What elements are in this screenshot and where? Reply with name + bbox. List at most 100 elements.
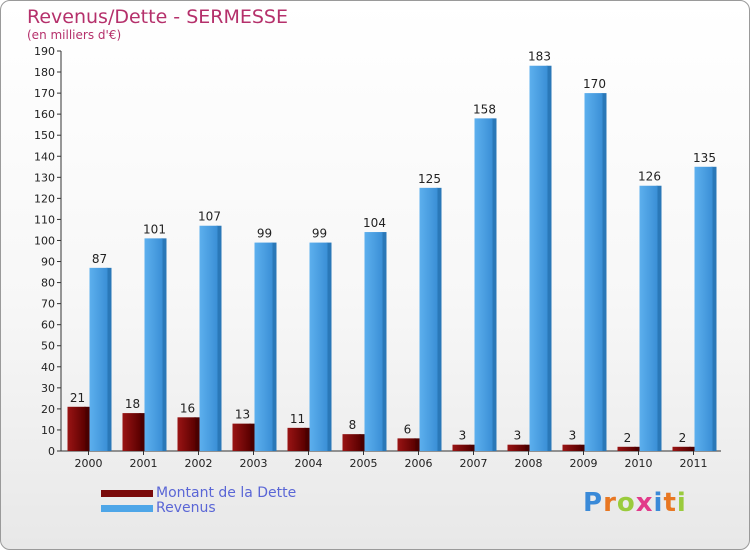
y-tick-label: 40 [41, 361, 55, 374]
bar-revenus-shade [326, 242, 332, 451]
logo-letter: i [676, 488, 687, 518]
bar-revenus-shade [106, 267, 112, 451]
bar-revenus-shade [436, 187, 442, 451]
bar-revenus [694, 166, 713, 451]
y-tick-label: 30 [41, 382, 55, 395]
data-label: 13 [235, 408, 250, 422]
data-label: 8 [349, 418, 357, 432]
bar-dette [177, 417, 196, 451]
y-tick-label: 120 [34, 192, 55, 205]
data-label: 6 [404, 422, 412, 436]
data-label: 2 [679, 431, 687, 445]
bar-dette-shade [634, 446, 640, 451]
bar-dette-shade [84, 406, 90, 451]
legend-label-revenus: Revenus [156, 500, 216, 516]
legend-label-dette: Montant de la Dette [156, 485, 297, 501]
data-label: 170 [583, 77, 606, 91]
data-label: 16 [180, 401, 195, 415]
bar-revenus [89, 267, 108, 451]
y-tick-label: 10 [41, 424, 55, 437]
bar-revenus [419, 187, 438, 451]
bar-revenus-shade [711, 166, 717, 451]
y-tick-label: 190 [34, 45, 55, 58]
x-tick-label: 2007 [460, 457, 488, 470]
bar-revenus-shade [656, 185, 662, 451]
bar-dette-shade [139, 413, 145, 451]
bar-revenus-shade [271, 242, 277, 451]
y-tick-label: 110 [34, 213, 55, 226]
x-tick-label: 2002 [185, 457, 213, 470]
bar-dette [452, 444, 471, 451]
bar-dette [617, 446, 636, 451]
x-tick-label: 2004 [295, 457, 323, 470]
x-tick-label: 2000 [75, 457, 103, 470]
logo-letter: o [616, 488, 636, 518]
y-tick-label: 140 [34, 150, 55, 163]
data-label: 3 [569, 429, 577, 443]
data-label: 21 [70, 391, 85, 405]
data-label: 125 [418, 172, 441, 186]
bar-revenus [364, 232, 383, 451]
data-label: 107 [198, 210, 221, 224]
bar-dette [507, 444, 526, 451]
x-tick-label: 2006 [405, 457, 433, 470]
y-tick-label: 50 [41, 340, 55, 353]
bar-revenus [474, 118, 493, 452]
data-label: 101 [143, 222, 166, 236]
y-tick-label: 180 [34, 66, 55, 79]
y-tick-label: 0 [48, 445, 55, 458]
bar-revenus [199, 225, 218, 451]
bar-revenus [144, 238, 163, 451]
bar-revenus [254, 242, 273, 451]
bar-revenus-shade [161, 238, 167, 451]
bar-revenus-shade [216, 225, 222, 451]
data-label: 3 [459, 429, 467, 443]
bar-dette [397, 438, 416, 451]
bar-dette [122, 413, 141, 451]
logo-letter: x [635, 488, 654, 518]
legend-swatch-dette [101, 490, 153, 497]
bar-dette [342, 434, 361, 451]
y-tick-label: 80 [41, 277, 55, 290]
proxiti-logo: Proxiti [583, 488, 687, 518]
logo-letter: r [603, 488, 617, 518]
data-label: 104 [363, 216, 386, 230]
bar-revenus-shade [381, 232, 387, 451]
logo-letter: i [653, 488, 664, 518]
y-tick-label: 130 [34, 171, 55, 184]
bar-revenus [584, 93, 603, 452]
data-label: 18 [125, 397, 140, 411]
bar-dette-shade [304, 427, 310, 451]
x-tick-label: 2003 [240, 457, 268, 470]
bar-dette-shade [689, 446, 695, 451]
bar-revenus-shade [491, 118, 497, 452]
bar-dette-shade [359, 434, 365, 451]
bar-revenus-shade [601, 93, 607, 452]
data-label: 158 [473, 102, 496, 116]
bar-dette-shade [414, 438, 420, 451]
bar-dette [232, 423, 251, 451]
bar-dette-shade [469, 444, 475, 451]
bar-dette [287, 427, 306, 451]
y-tick-label: 160 [34, 108, 55, 121]
y-tick-label: 150 [34, 129, 55, 142]
y-tick-label: 170 [34, 87, 55, 100]
chart-subtitle: (en milliers d'€) [27, 28, 122, 42]
y-tick-label: 20 [41, 403, 55, 416]
y-tick-label: 90 [41, 256, 55, 269]
bar-dette [672, 446, 691, 451]
data-label: 87 [92, 252, 107, 266]
x-tick-label: 2001 [130, 457, 158, 470]
data-label: 99 [257, 227, 272, 241]
bar-revenus [309, 242, 328, 451]
bar-dette-shade [579, 444, 585, 451]
x-tick-label: 2010 [625, 457, 653, 470]
x-tick-label: 2008 [515, 457, 543, 470]
data-label: 135 [693, 151, 716, 165]
legend-swatch-revenus [101, 505, 153, 512]
x-tick-label: 2011 [680, 457, 708, 470]
data-label: 183 [528, 50, 551, 64]
bar-dette [67, 406, 86, 451]
